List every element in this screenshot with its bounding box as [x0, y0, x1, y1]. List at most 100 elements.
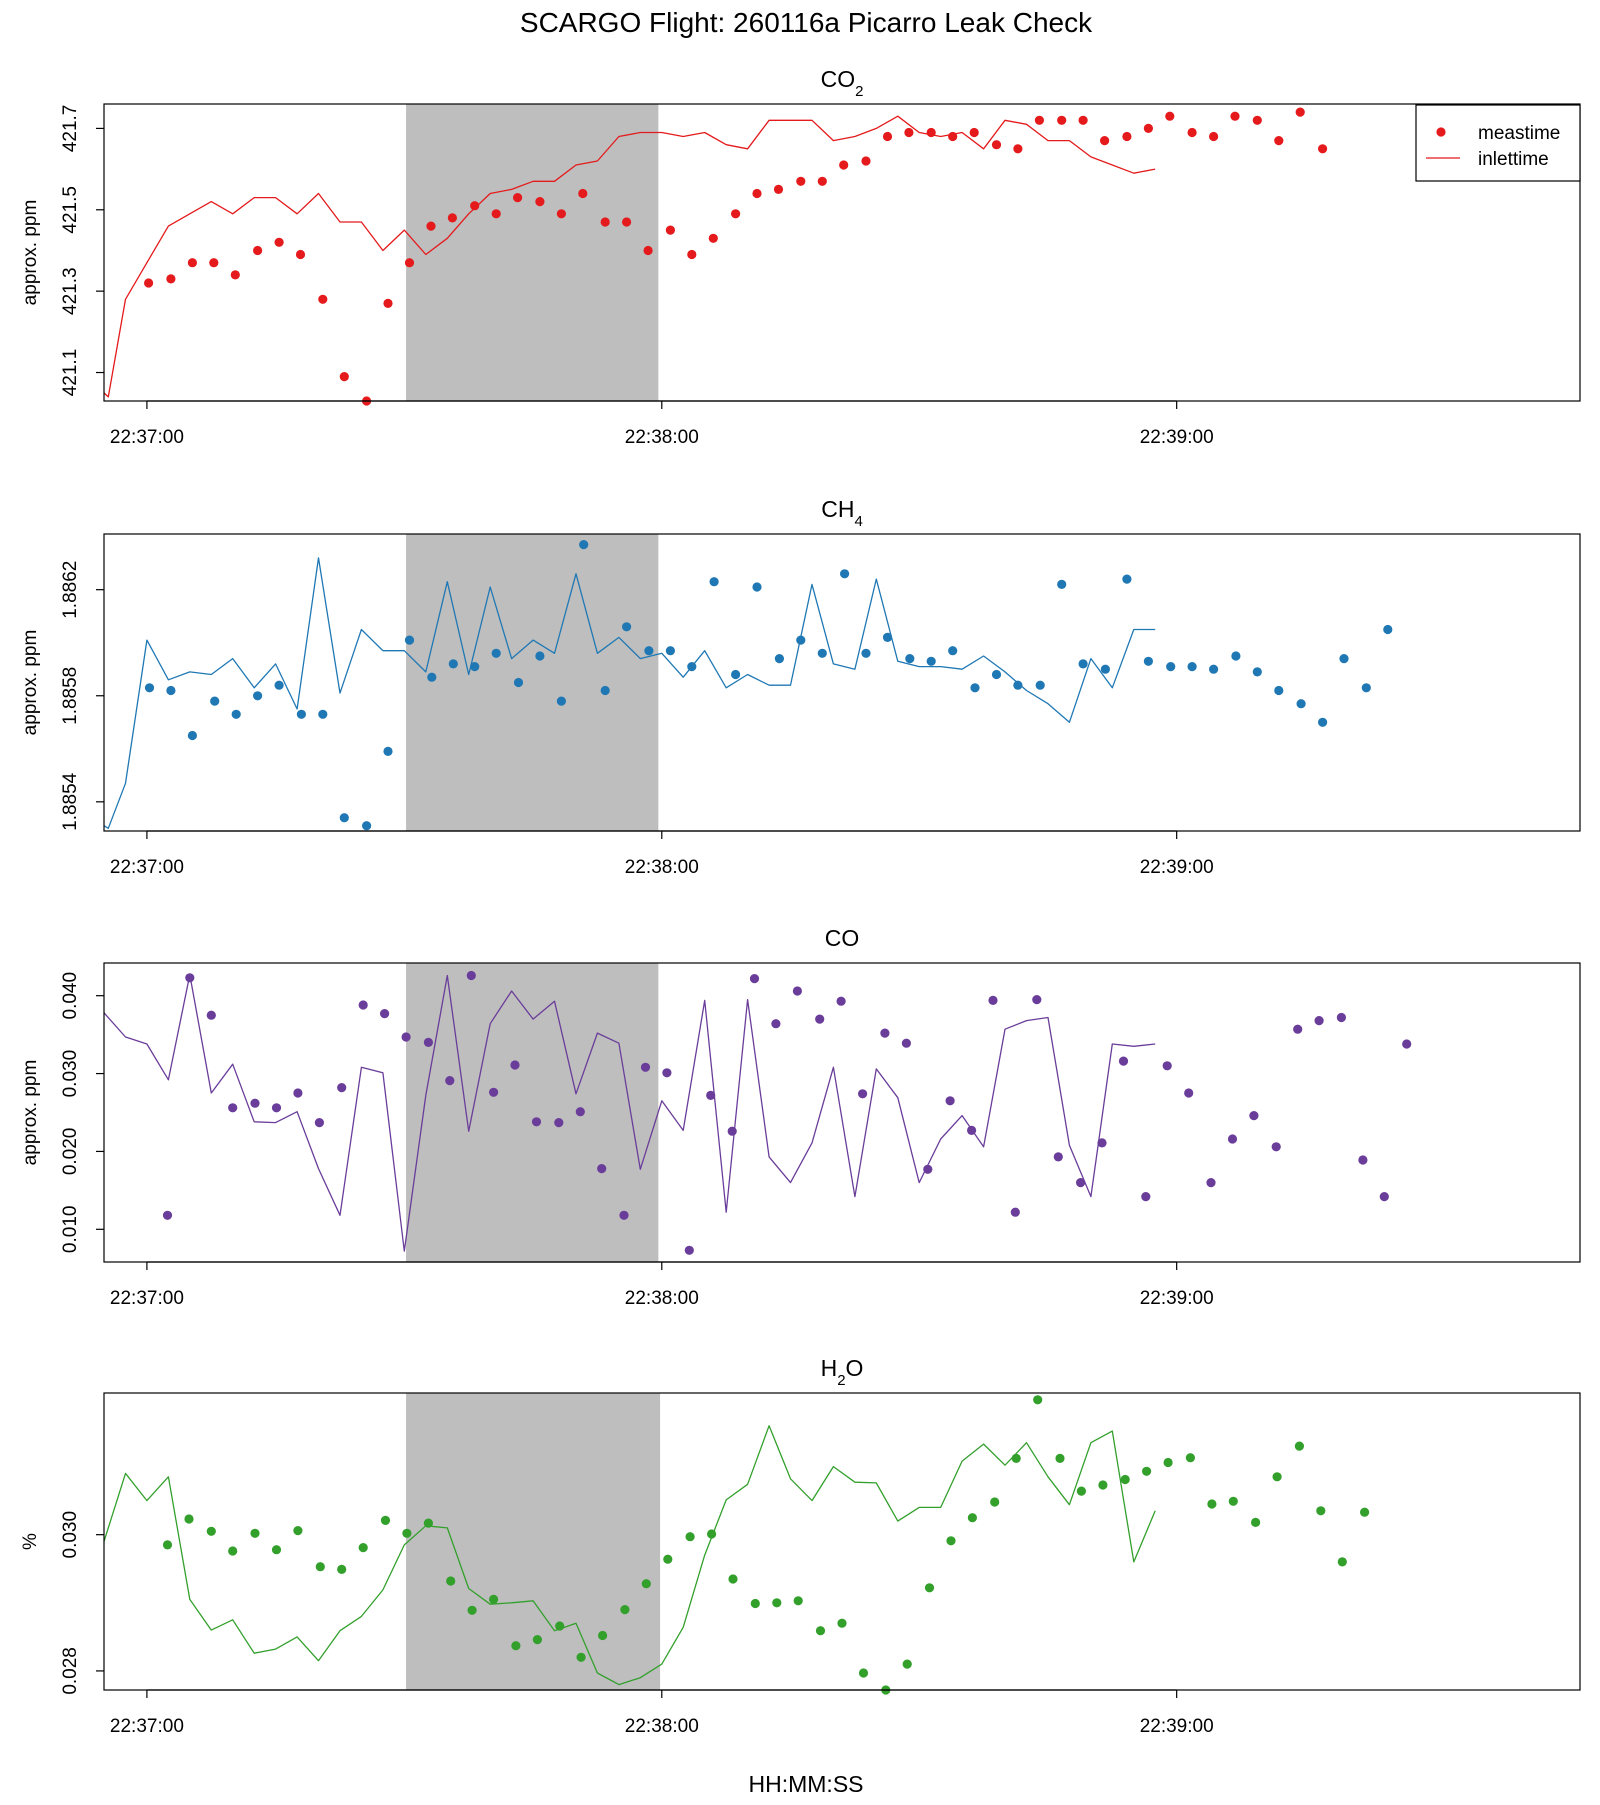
- meastime-point: [491, 648, 501, 658]
- panel-title: CO2: [821, 66, 864, 100]
- meastime-point: [358, 1543, 368, 1553]
- meastime-point: [1228, 1496, 1238, 1506]
- panel-title: H2O: [821, 1355, 864, 1389]
- meastime-point: [752, 188, 762, 199]
- meastime-point: [1122, 131, 1132, 142]
- meastime-point: [620, 1605, 630, 1615]
- meastime-point: [774, 654, 785, 664]
- meastime-point: [662, 1068, 672, 1078]
- meastime-point: [293, 1088, 303, 1098]
- meastime-point: [924, 1583, 935, 1593]
- meastime-point: [362, 821, 372, 831]
- meastime-point: [1294, 1441, 1304, 1451]
- y-tick-label: 421.1: [60, 349, 81, 397]
- meastime-point: [1143, 123, 1153, 133]
- meastime-point: [448, 659, 458, 669]
- meastime-point: [663, 1554, 673, 1564]
- meastime-point: [187, 258, 197, 268]
- meastime-point: [750, 1598, 760, 1609]
- meastime-point: [731, 209, 741, 219]
- meastime-point: [1358, 1155, 1368, 1165]
- meastime-point: [1076, 1178, 1086, 1188]
- panel-ch4: CH4 1.8854 1.8858 1.8862 approx. ppm 22:37:00…: [20, 496, 1581, 878]
- meastime-point: [988, 995, 998, 1006]
- legend: meastime inlettime: [1415, 104, 1581, 182]
- y-tick-label: 0.028: [60, 1647, 81, 1695]
- meastime-point: [184, 1514, 194, 1524]
- leak-check-shade: [406, 1393, 661, 1690]
- meastime-point: [380, 1515, 391, 1525]
- leak-check-shade: [406, 534, 659, 831]
- meastime-point: [772, 1598, 782, 1608]
- panel-title: CO: [825, 925, 860, 951]
- meastime-point: [555, 1621, 565, 1631]
- meastime-point: [792, 986, 803, 996]
- meastime-point: [296, 709, 306, 719]
- meastime-point: [1293, 1024, 1303, 1034]
- x-tick-label: 22:39:00: [1140, 427, 1214, 448]
- meastime-point: [687, 662, 697, 672]
- meastime-point: [796, 176, 806, 186]
- x-tick-label: 22:39:00: [1140, 857, 1214, 878]
- panel-co2: CO2 421.1 421.3 421.5 421.7 approx. ppm 22:37:…: [20, 66, 1581, 448]
- y-tick-label: 421.3: [60, 267, 81, 315]
- meastime-point: [706, 1090, 716, 1100]
- meastime-point: [815, 1014, 825, 1024]
- meastime-point: [185, 973, 195, 983]
- meastime-point: [1055, 1453, 1065, 1463]
- meastime-point: [1010, 1207, 1020, 1217]
- y-tick-label: 421.5: [60, 186, 81, 234]
- meastime-point: [426, 221, 436, 231]
- plot-frame: [103, 103, 1581, 402]
- leak-check-shade: [406, 963, 659, 1262]
- meastime-point: [556, 696, 567, 706]
- y-tick-label: 0.010: [60, 1206, 81, 1254]
- meastime-point: [1379, 1192, 1389, 1202]
- meastime-point: [1295, 107, 1305, 117]
- meastime-point: [1033, 1395, 1043, 1405]
- meastime-point: [687, 249, 697, 260]
- meastime-point: [1207, 1499, 1217, 1509]
- meastime-point: [1361, 683, 1371, 693]
- meastime-point: [990, 1497, 1000, 1507]
- meastime-point: [228, 1103, 238, 1113]
- meastime-point: [1165, 111, 1175, 121]
- meastime-point: [861, 648, 871, 658]
- legend-box: [1415, 104, 1581, 182]
- meastime-point: [1122, 574, 1132, 584]
- meastime-point: [728, 1574, 738, 1584]
- meastime-point: [1209, 131, 1219, 142]
- meastime-point: [228, 1546, 238, 1556]
- meastime-point: [206, 1010, 216, 1020]
- plot-frame: [103, 1392, 1581, 1691]
- meastime-point: [401, 1032, 411, 1042]
- meastime-point: [1296, 699, 1306, 709]
- meastime-point: [1336, 1012, 1346, 1023]
- meastime-point: [1339, 654, 1349, 664]
- meastime-point: [231, 709, 241, 719]
- y-axis-label: approx. ppm: [20, 1060, 41, 1166]
- meastime-point: [1185, 1453, 1195, 1463]
- meastime-point: [315, 1562, 325, 1572]
- meastime-point: [250, 1528, 260, 1538]
- meastime-point: [578, 188, 588, 199]
- meastime-point: [839, 160, 849, 170]
- meastime-point: [902, 1659, 912, 1669]
- meastime-point: [271, 1103, 282, 1113]
- meastime-point: [1166, 662, 1176, 672]
- meastime-point: [858, 1668, 869, 1678]
- meastime-point: [1120, 1474, 1130, 1485]
- legend-meastime-marker: [1436, 127, 1446, 137]
- meastime-point: [640, 1062, 651, 1072]
- meastime-point: [597, 1164, 607, 1174]
- meastime-point: [445, 1076, 455, 1086]
- meastime-point: [383, 298, 393, 308]
- leak-check-shade: [406, 104, 659, 401]
- meastime-point: [926, 127, 936, 138]
- meastime-point: [1231, 651, 1241, 661]
- meastime-point: [709, 577, 719, 587]
- meastime-point: [685, 1532, 695, 1542]
- y-tick-label: 0.030: [60, 1050, 81, 1098]
- meastime-point: [1013, 144, 1023, 154]
